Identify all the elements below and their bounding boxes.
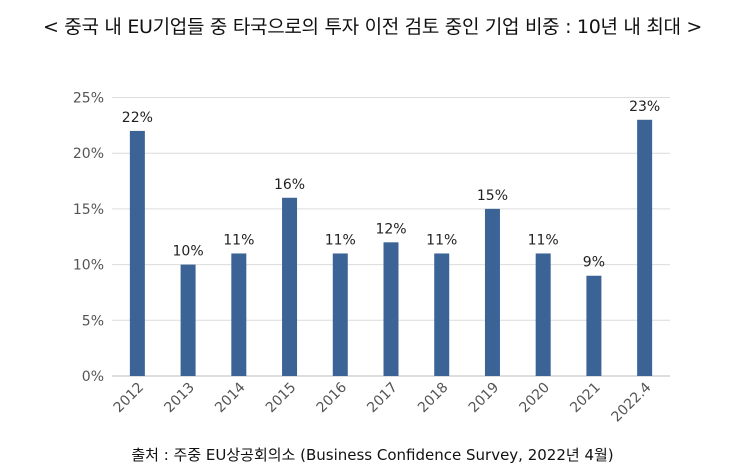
y-tick-label: 25% <box>73 91 104 107</box>
y-tick-label: 15% <box>73 202 104 218</box>
bars <box>129 119 653 376</box>
x-tick-label: 2017 <box>364 380 401 417</box>
data-label: 23% <box>629 99 660 115</box>
data-labels: 22% 10% 11% 16% 11% 12% 11% 15% 11% 9% 23% <box>122 99 660 271</box>
data-label: 10% <box>173 244 204 260</box>
bar <box>180 264 196 376</box>
x-tick-label: 2021 <box>567 380 604 417</box>
data-label: 11% <box>528 232 559 248</box>
y-axis-ticks: 0% 5% 10% 15% 20% 25% <box>73 91 104 386</box>
x-tick-label: 2020 <box>516 380 553 417</box>
bar <box>586 275 602 376</box>
y-tick-label: 5% <box>82 313 104 329</box>
data-label: 9% <box>583 255 605 271</box>
data-label: 11% <box>223 232 254 248</box>
x-axis-ticks: 2012 2013 2014 2015 2016 2017 2018 2019 2020 2021… <box>111 379 655 425</box>
x-tick-label: 2013 <box>161 380 198 417</box>
data-label: 16% <box>274 177 305 193</box>
chart-title: < 중국 내 EU기업들 중 타국으로의 투자 이전 검토 중인 기업 비중 :… <box>42 16 703 38</box>
y-tick-label: 20% <box>73 146 104 162</box>
source-note: 출처 : 주중 EU상공회의소 (Business Confidence Sur… <box>131 446 614 464</box>
x-tick-label: 2016 <box>314 379 351 416</box>
bar <box>637 119 653 376</box>
x-tick-label: 2022.4 <box>609 379 655 425</box>
bar <box>535 253 551 376</box>
bar <box>383 242 399 376</box>
y-tick-label: 10% <box>73 258 104 274</box>
bar <box>282 197 298 376</box>
x-tick-label: 2018 <box>415 380 452 417</box>
data-label: 11% <box>426 232 457 248</box>
data-label: 11% <box>325 232 356 248</box>
bar <box>332 253 348 376</box>
x-tick-label: 2015 <box>263 380 300 417</box>
x-tick-label: 2019 <box>466 380 503 417</box>
data-label: 12% <box>375 221 406 237</box>
bar <box>129 130 145 376</box>
x-tick-label: 2014 <box>212 379 249 416</box>
y-tick-label: 0% <box>82 369 104 385</box>
bar <box>434 253 450 376</box>
data-label: 15% <box>477 188 508 204</box>
bar <box>484 208 500 376</box>
x-tick-label: 2012 <box>111 380 148 417</box>
bar <box>231 253 247 376</box>
data-label: 22% <box>122 110 153 126</box>
